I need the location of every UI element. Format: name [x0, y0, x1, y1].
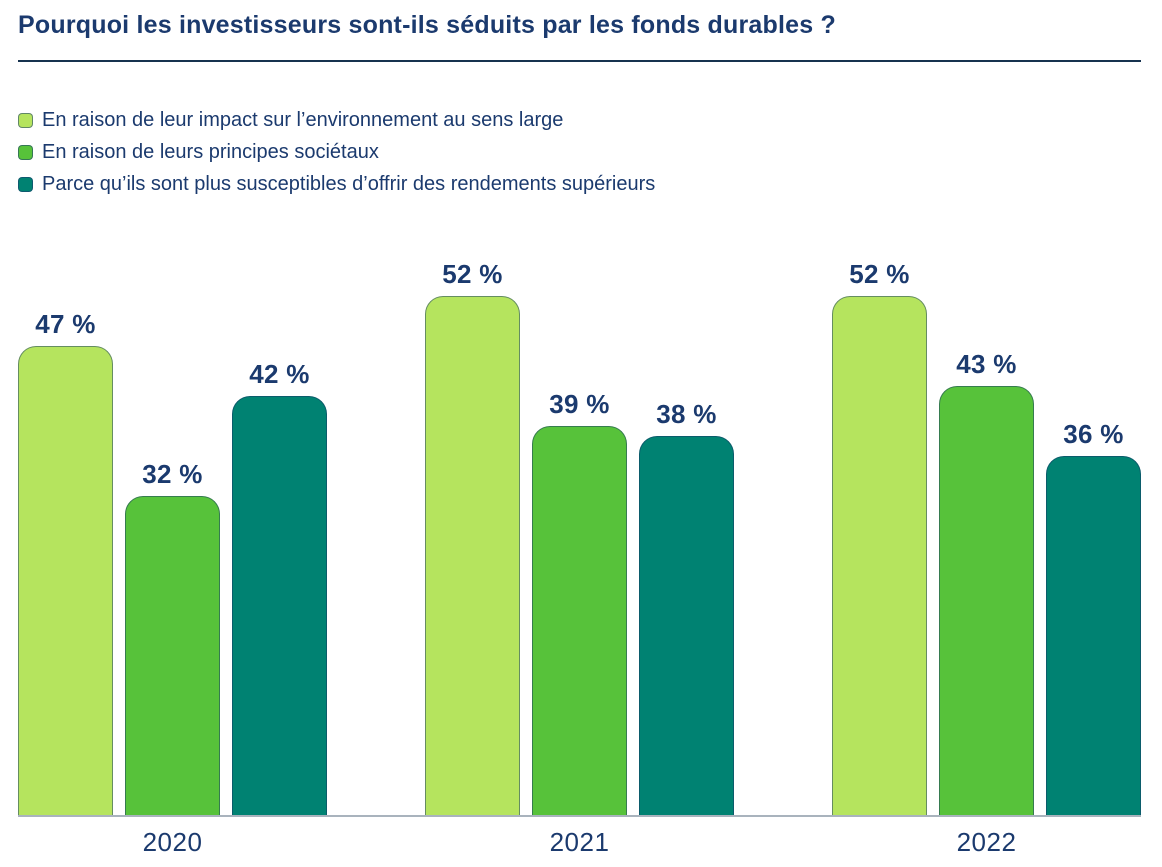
bar-column: 47 % — [18, 309, 113, 815]
legend-item: En raison de leur impact sur l’environne… — [18, 104, 1141, 136]
bar-value-label: 52 % — [442, 259, 503, 289]
bar-column: 42 % — [232, 359, 327, 815]
legend-swatch-icon — [18, 176, 33, 192]
bar-value-label: 39 % — [549, 389, 610, 419]
bar — [18, 346, 113, 815]
bar — [532, 426, 627, 815]
legend-label: Parce qu’ils sont plus susceptibles d’of… — [42, 172, 656, 195]
bar-value-label: 52 % — [849, 259, 910, 289]
bar-value-label: 38 % — [656, 399, 717, 429]
bar-column: 36 % — [1046, 419, 1141, 815]
chart-legend: En raison de leur impact sur l’environne… — [18, 104, 1141, 200]
x-axis-label: 2021 — [549, 827, 610, 857]
bar-group-2020: 47 % 32 % 42 % — [18, 309, 327, 815]
bar-group-2021: 52 % 39 % 38 % — [425, 259, 734, 815]
bar — [939, 386, 1034, 815]
bar-column: 38 % — [639, 399, 734, 815]
x-axis-label: 2020 — [142, 827, 203, 857]
legend-item: Parce qu’ils sont plus susceptibles d’of… — [18, 168, 1141, 200]
x-axis: 2020 2021 2022 — [18, 827, 1141, 858]
bar-column: 32 % — [125, 459, 220, 815]
bar — [639, 436, 734, 815]
bar-column: 52 % — [832, 259, 927, 815]
bar — [425, 296, 520, 815]
bar — [125, 496, 220, 815]
bar-value-label: 47 % — [35, 309, 96, 339]
legend-swatch-icon — [18, 112, 33, 128]
bar-value-label: 32 % — [142, 459, 203, 489]
page-title: Pourquoi les investisseurs sont-ils sédu… — [18, 11, 836, 39]
bar-value-label: 42 % — [249, 359, 310, 389]
legend-item: En raison de leurs principes sociétaux — [18, 136, 1141, 168]
bar-value-label: 43 % — [956, 349, 1017, 379]
bar-group-2022: 52 % 43 % 36 % — [832, 259, 1141, 815]
legend-label: En raison de leur impact sur l’environne… — [42, 108, 564, 131]
title-divider — [18, 60, 1141, 62]
x-axis-label: 2022 — [956, 827, 1017, 857]
bar — [1046, 456, 1141, 815]
legend-label: En raison de leurs principes sociétaux — [42, 140, 379, 163]
bar — [232, 396, 327, 815]
bar-chart-plot: 47 % 32 % 42 % 52 % 39 % 38 % 52 % 43 % 36 % — [18, 257, 1141, 817]
bar-value-label: 36 % — [1063, 419, 1124, 449]
bar — [832, 296, 927, 815]
legend-swatch-icon — [18, 144, 33, 160]
bar-column: 52 % — [425, 259, 520, 815]
bar-column: 39 % — [532, 389, 627, 815]
bar-column: 43 % — [939, 349, 1034, 815]
